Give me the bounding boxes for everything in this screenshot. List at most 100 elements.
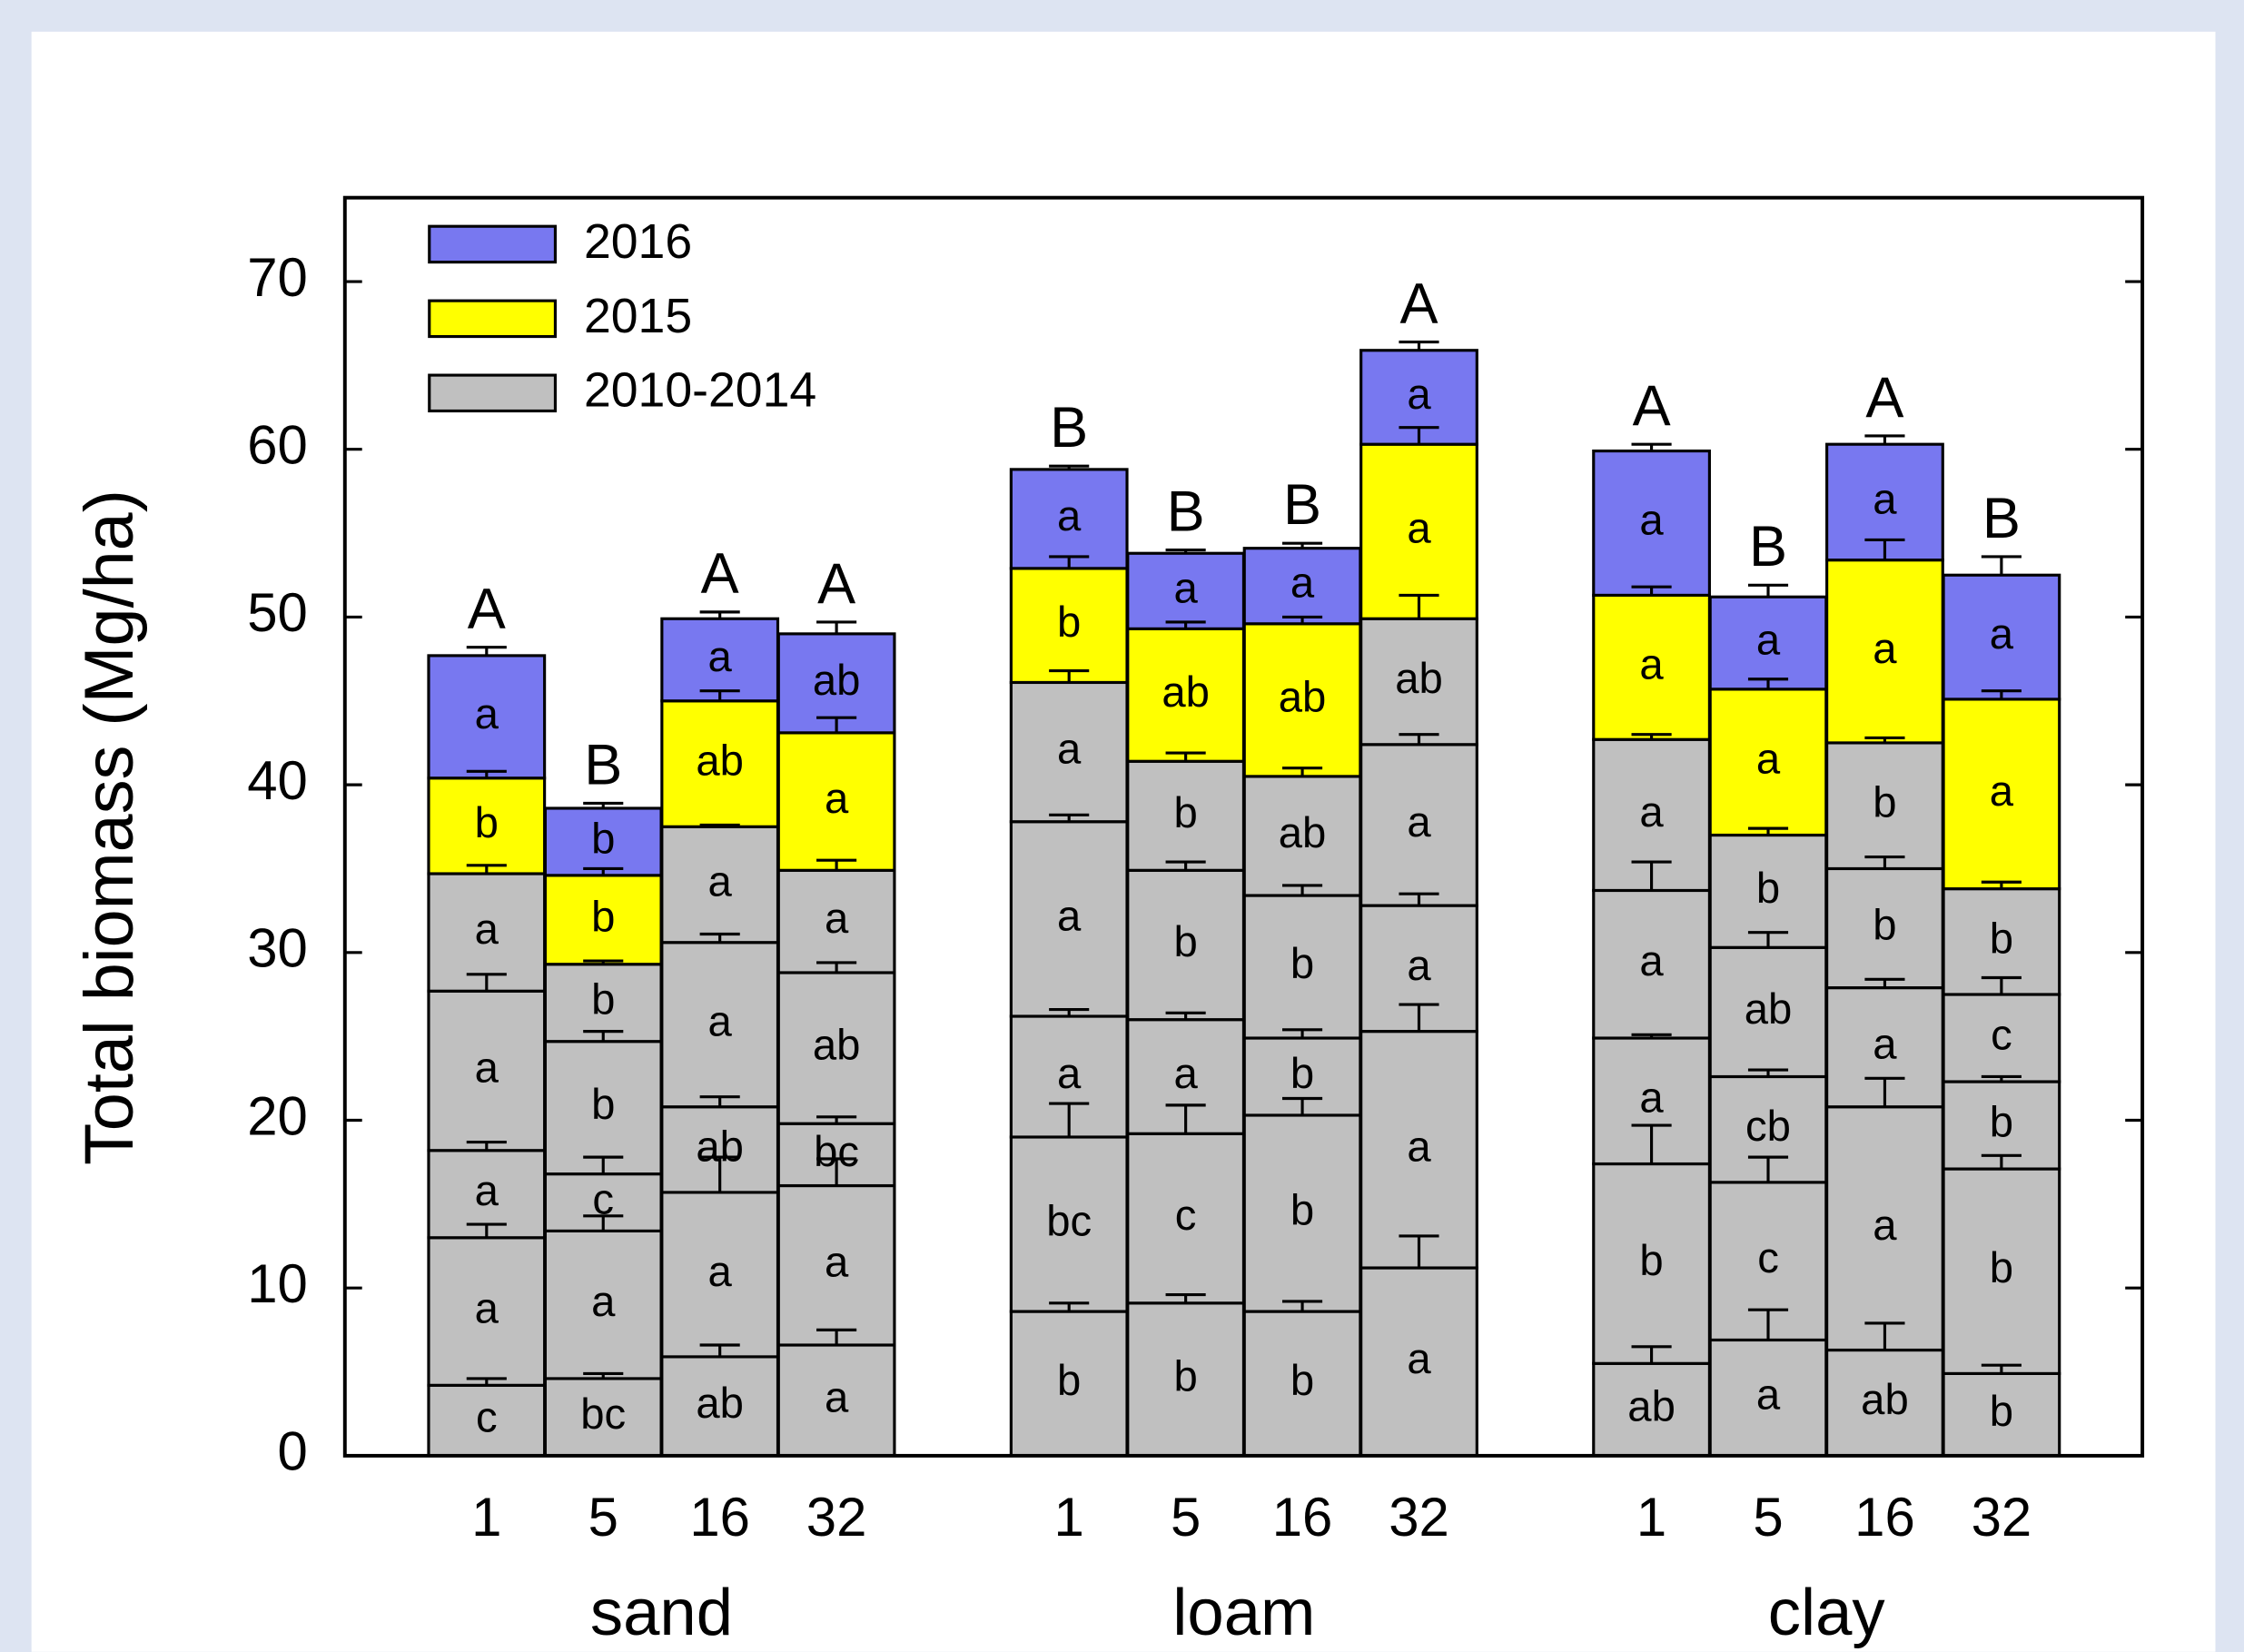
segment-letter: a: [708, 998, 733, 1046]
error-bar: [1049, 813, 1090, 822]
bar-segment: [660, 1355, 780, 1458]
bar-segment: [660, 1191, 780, 1359]
segment-letter: a: [475, 690, 499, 738]
error-bar: [1864, 1321, 1905, 1350]
segment-letter: a: [1407, 798, 1431, 846]
segment-letter: b: [1290, 940, 1314, 988]
bar-segment: [1359, 1266, 1478, 1458]
x-tick-label: 5: [1753, 1487, 1783, 1548]
error-bar: [1049, 555, 1090, 569]
error-bar: [466, 769, 507, 778]
segment-letter: a: [1057, 892, 1082, 940]
error-bar: [1282, 884, 1323, 896]
segment-letter: a: [1057, 1050, 1082, 1098]
segment-letter: b: [1990, 1244, 2013, 1292]
error-bar: [1282, 767, 1323, 777]
segment-letter: b: [1756, 865, 1780, 913]
segment-letter: a: [1873, 625, 1897, 673]
segment-letter: c: [1757, 1234, 1779, 1282]
error-bar: [466, 973, 507, 992]
y-tick-label: 20: [247, 1085, 308, 1146]
x-tick-label: 1: [471, 1487, 501, 1548]
segment-letter: ab: [1745, 985, 1793, 1034]
segment-letter: ab: [1279, 673, 1327, 721]
error-bar: [699, 610, 740, 619]
segment-letter: b: [1990, 1099, 2013, 1147]
total-letter: B: [1982, 487, 2021, 550]
segment-letter: a: [1407, 942, 1431, 990]
segment-letter: c: [1991, 1011, 2012, 1059]
x-tick-label: 1: [1054, 1487, 1084, 1548]
segment-letter: b: [591, 976, 615, 1024]
segment-letter: a: [708, 1248, 733, 1296]
total-letter: B: [1050, 396, 1088, 460]
error-bar: [1631, 585, 1672, 596]
segment-letter: ab: [813, 657, 861, 705]
error-bar: [1282, 1096, 1323, 1115]
legend-label: 2016: [584, 214, 692, 269]
x-tick-label: 1: [1636, 1487, 1666, 1548]
segment-letter: a: [475, 1167, 499, 1215]
segment-letter: a: [825, 1373, 849, 1421]
segment-letter: a: [1057, 492, 1082, 540]
error-bar: [1981, 555, 2022, 576]
error-bar: [1399, 892, 1439, 906]
segment-letter: b: [591, 893, 615, 941]
error-bar: [1282, 1300, 1323, 1312]
error-bar: [699, 823, 740, 827]
error-bar: [1165, 620, 1206, 629]
x-tick-label: 16: [1854, 1487, 1915, 1548]
error-bar: [1747, 1068, 1789, 1077]
segment-letter: a: [1873, 475, 1897, 523]
y-tick-label: 10: [247, 1253, 308, 1314]
error-bar: [1049, 1008, 1090, 1016]
error-bar: [1282, 541, 1323, 549]
segment-letter: b: [1057, 598, 1081, 647]
error-bar: [1282, 1028, 1323, 1039]
total-letter: B: [1283, 473, 1321, 537]
error-bar: [466, 864, 507, 875]
y-axis-label: Total biomass (Mg/ha): [72, 490, 148, 1165]
segment-letter: a: [1873, 1202, 1897, 1250]
segment-letter: a: [591, 1278, 616, 1326]
error-bar: [1631, 1345, 1672, 1364]
x-tick-label: 32: [806, 1487, 867, 1548]
segment-letter: b: [591, 1081, 615, 1129]
error-bar: [1399, 1234, 1439, 1269]
error-bar: [1747, 1155, 1789, 1182]
segment-letter: a: [1173, 1050, 1198, 1098]
bar-segment: [776, 868, 896, 974]
segment-letter: a: [475, 905, 499, 954]
error-bar: [466, 1222, 507, 1238]
error-bar: [583, 1030, 624, 1042]
segment-letter: c: [592, 1175, 614, 1223]
error-bar: [1864, 736, 1905, 743]
total-letter: B: [1167, 480, 1205, 543]
bar-segment: [660, 825, 780, 945]
error-bar: [816, 620, 857, 634]
error-bar: [1049, 1301, 1090, 1312]
y-tick-label: 30: [247, 918, 308, 979]
x-tick-label: 5: [588, 1487, 618, 1548]
segment-letter: a: [1407, 1335, 1431, 1383]
error-bar: [1981, 1074, 2022, 1083]
x-tick-label: 32: [1972, 1487, 2032, 1548]
error-bar: [583, 801, 624, 808]
segment-letter: ab: [1861, 1376, 1909, 1424]
error-bar: [1981, 1363, 2022, 1374]
y-tick-label: 0: [278, 1421, 308, 1482]
bar-segment: [1009, 1135, 1129, 1313]
error-bar: [1165, 751, 1206, 762]
error-bar: [816, 961, 857, 973]
x-tick-label: 16: [1272, 1487, 1333, 1548]
bar-segment: [543, 963, 663, 1044]
segment-letter: ab: [1279, 809, 1327, 857]
segment-letter: a: [1990, 767, 2014, 816]
error-bar: [1864, 1076, 1905, 1107]
segment-letter: a: [1756, 617, 1781, 665]
total-letter: A: [1399, 272, 1438, 335]
error-bar: [1864, 977, 1905, 988]
error-bar: [466, 1140, 507, 1151]
segment-letter: b: [1639, 1237, 1663, 1285]
segment-letter: b: [475, 799, 499, 847]
